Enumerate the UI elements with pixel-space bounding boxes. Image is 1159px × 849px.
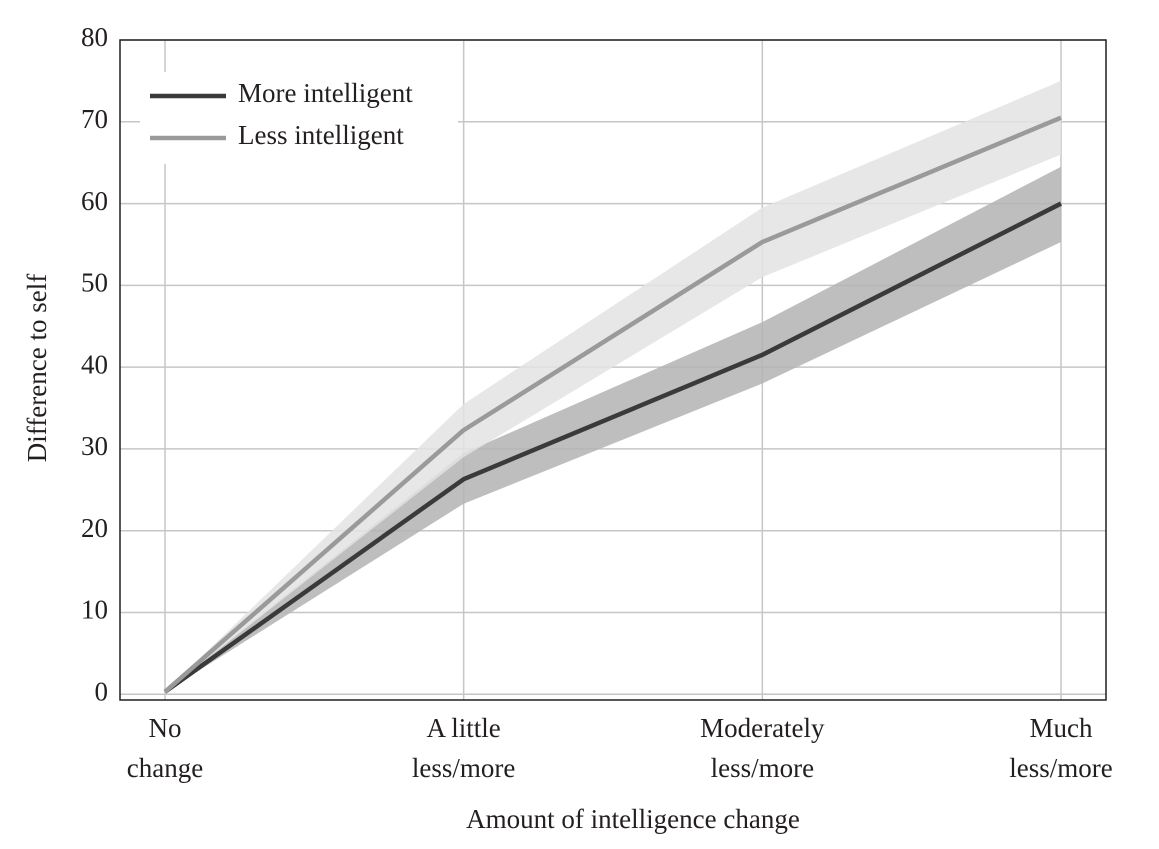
y-tick-label: 70 [81,104,108,134]
x-axis-label: Amount of intelligence change [466,804,800,834]
x-tick-label: A little less/more [411,713,516,783]
y-tick-label: 80 [81,22,108,52]
x-tick-label: Moderately less/more [700,713,825,783]
series-line [163,115,1062,694]
y-tick-label: 10 [81,595,108,625]
y-tick-label: 0 [95,676,109,706]
y-axis-label: Difference to self [22,274,52,462]
legend-box [140,72,458,164]
series-line [163,201,1063,694]
confidence-band [165,80,1061,692]
y-tick-label: 40 [81,349,108,379]
plot-frame [119,39,1107,701]
y-tick-label: 60 [81,186,108,216]
legend-label: More intelligent [238,78,413,108]
x-tick-label: No change [126,713,204,783]
legend: More intelligent Less intelligent [140,72,458,164]
legend-label: Less intelligent [238,120,404,150]
y-tick-label: 50 [81,268,108,298]
x-tick-label: Much less/more [1009,713,1113,783]
y-tick-label: 30 [81,431,108,461]
confidence-band [165,166,1061,692]
y-tick-label: 20 [81,513,108,543]
